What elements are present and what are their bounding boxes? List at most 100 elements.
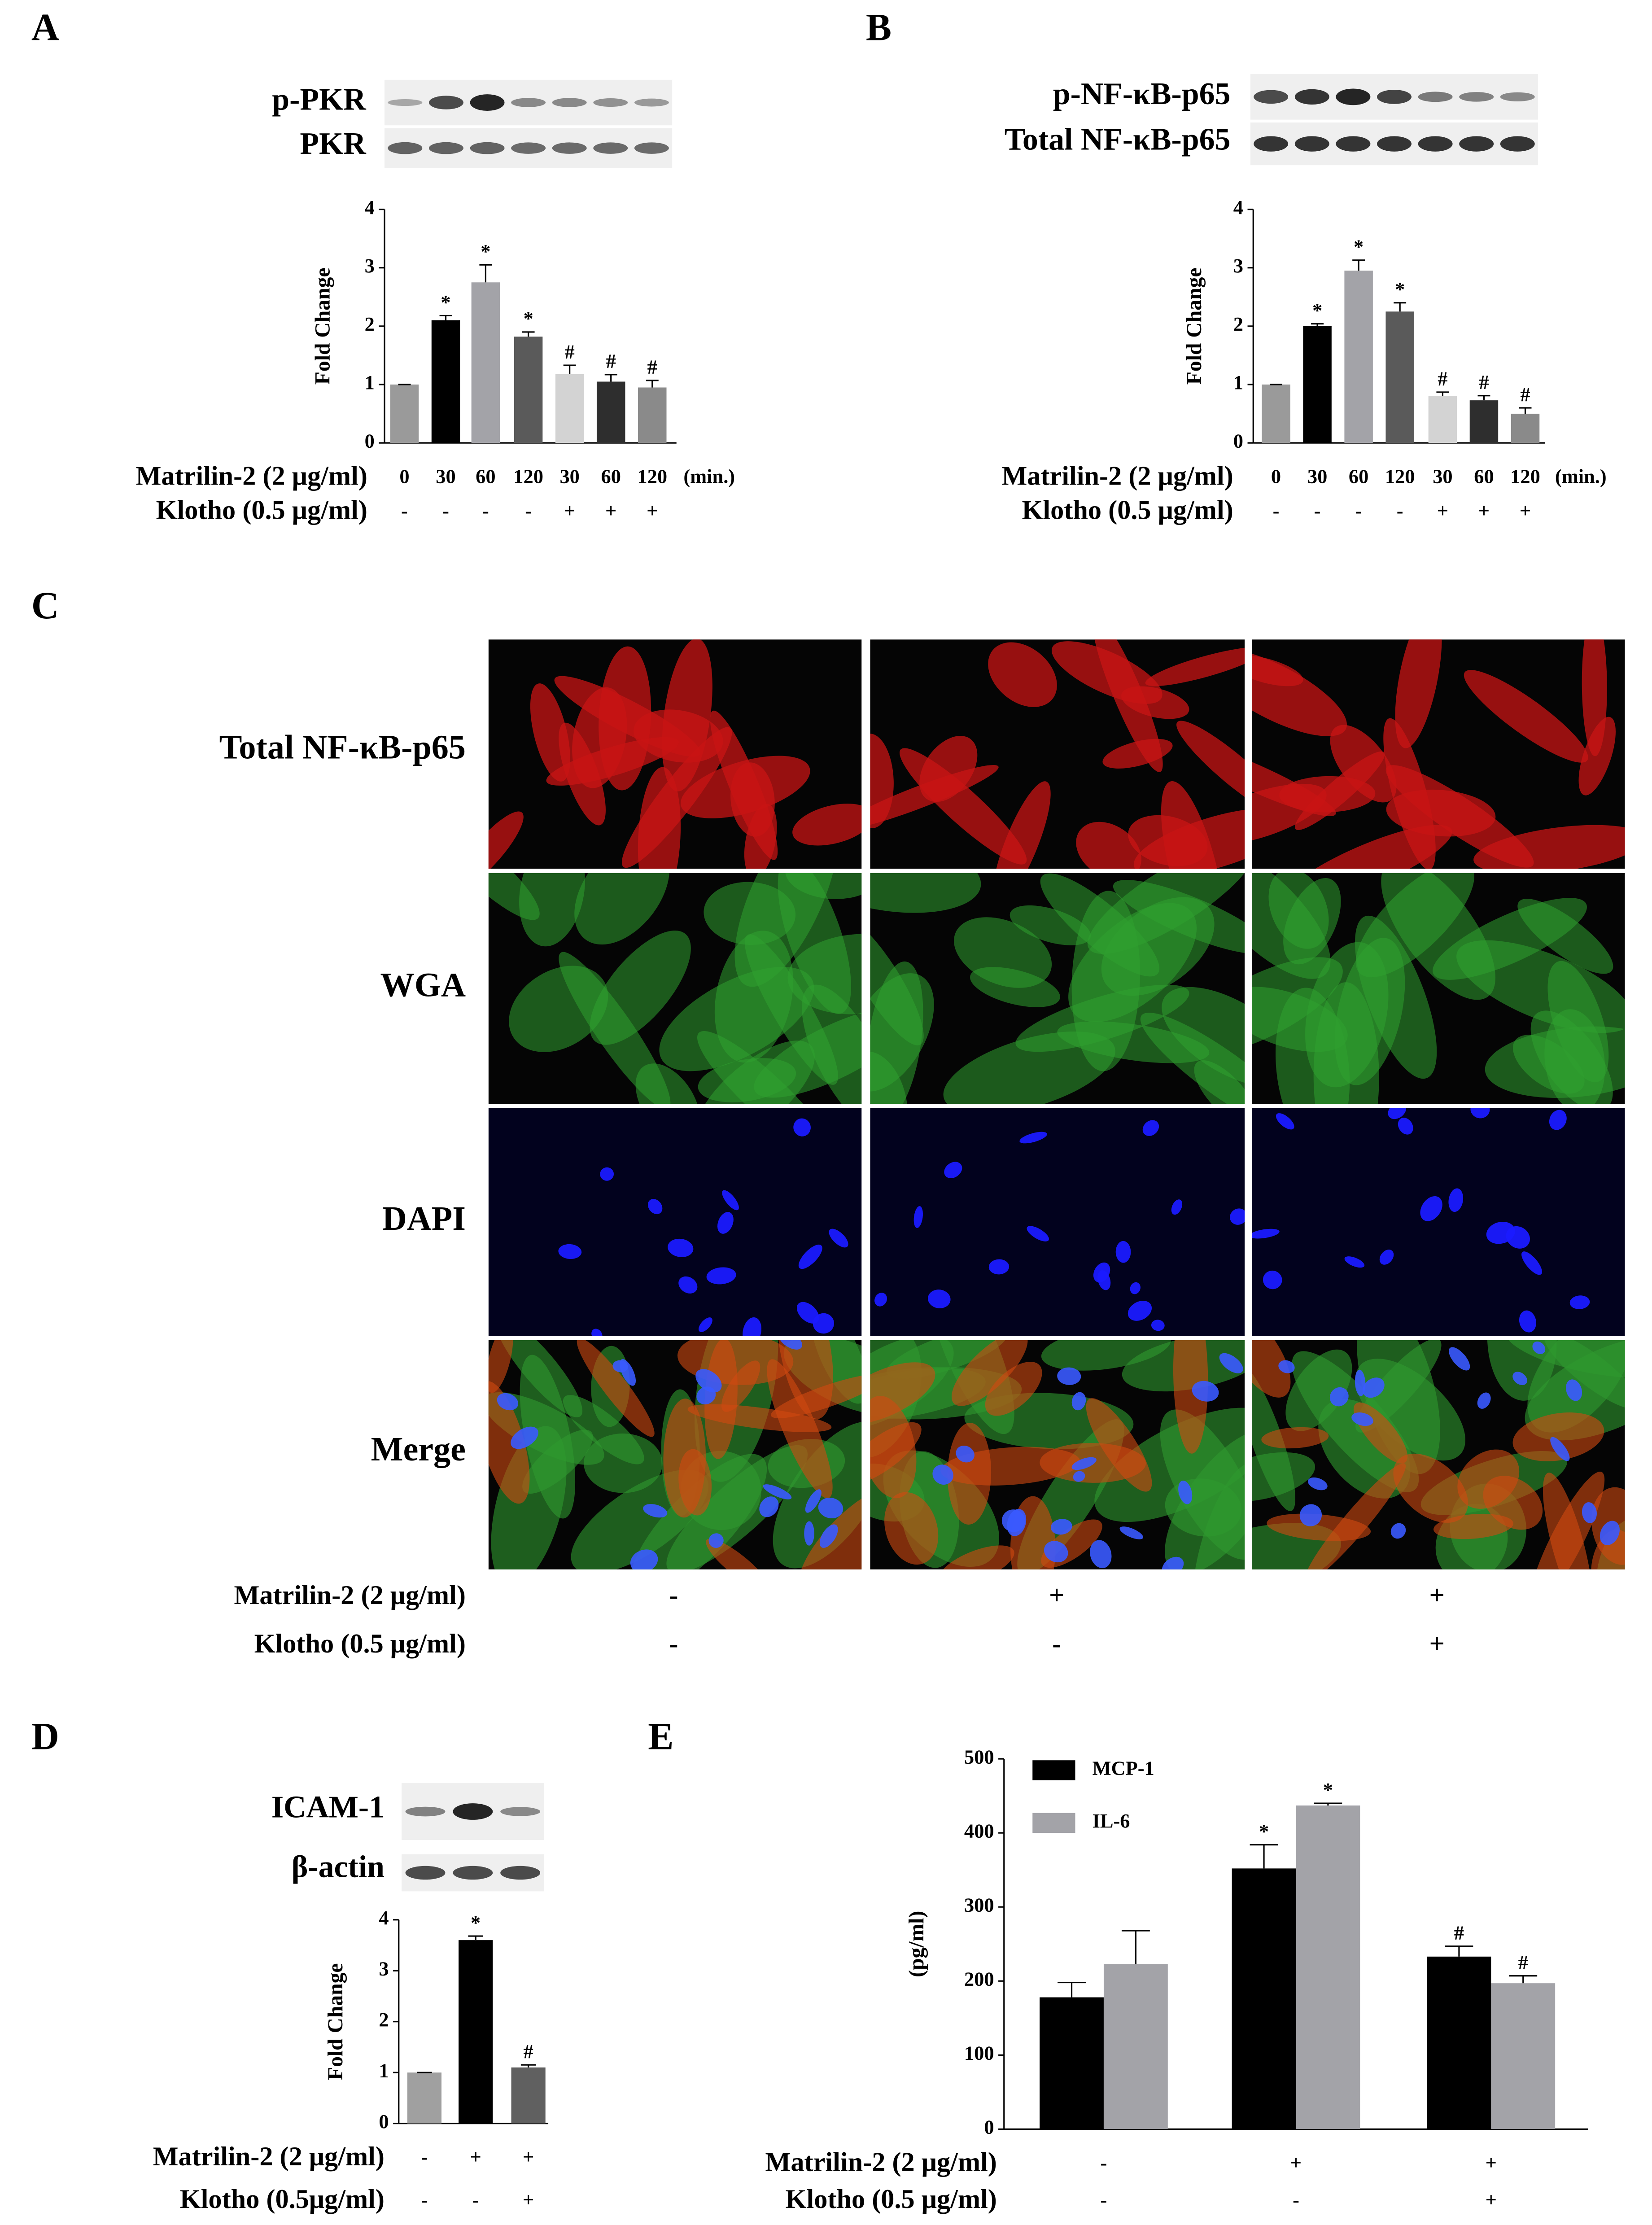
micrograph: [1252, 1108, 1625, 1336]
blot-band: [1254, 90, 1289, 104]
cell: [1390, 1523, 1406, 1539]
cell: [1383, 718, 1436, 869]
blot-band: [1459, 92, 1494, 102]
cell: [706, 1539, 770, 1569]
x-tick-label: 0: [1271, 465, 1281, 488]
cell: [985, 1362, 1042, 1416]
image-row-label: Merge: [371, 1430, 466, 1468]
y-tick-label: 0: [379, 2110, 389, 2133]
cell: [574, 873, 670, 945]
cell: [1420, 1196, 1442, 1221]
cell: [522, 1429, 593, 1494]
treatment-sign: +: [523, 2146, 534, 2168]
cell: [1019, 1132, 1047, 1144]
bar: [471, 282, 500, 443]
cell: [695, 1040, 815, 1104]
blot-band: [388, 142, 423, 154]
cell: [1582, 1502, 1597, 1523]
cell: [1192, 1381, 1219, 1402]
cell: [763, 1484, 792, 1499]
treatment-label: Klotho (0.5μg/ml): [180, 2184, 385, 2214]
y-tick-label: 3: [365, 254, 375, 277]
cell: [1230, 1208, 1245, 1225]
cell: [1057, 1367, 1081, 1385]
micrograph: [1252, 639, 1625, 869]
cell: [1115, 1241, 1131, 1263]
cell: [928, 1290, 951, 1308]
cell: [1076, 822, 1141, 869]
cell: [717, 1212, 734, 1234]
cell: [1073, 1471, 1085, 1482]
cell: [1582, 639, 1607, 756]
bar: [1103, 1964, 1168, 2129]
cell: [870, 1362, 935, 1425]
blot-band: [500, 1866, 541, 1880]
cell: [778, 873, 851, 1014]
cell: [488, 1340, 513, 1393]
cell: [805, 1489, 822, 1513]
bar: [390, 385, 419, 443]
significance-marker: #: [1479, 371, 1489, 393]
cell: [1344, 1256, 1365, 1268]
cell: [874, 1293, 887, 1307]
cell: [621, 727, 732, 868]
cell: [1449, 1347, 1470, 1371]
cell: [1165, 1429, 1245, 1569]
treatment-sign: +: [1437, 499, 1448, 522]
significance-marker: *: [1323, 1779, 1333, 1801]
cell: [1050, 1519, 1072, 1535]
treatment-sign: +: [1429, 1629, 1445, 1659]
cell: [744, 804, 777, 869]
blot-band: [1294, 89, 1329, 105]
cell: [1128, 1301, 1152, 1321]
cell: [1512, 1412, 1604, 1461]
cell: [798, 1244, 822, 1269]
cell: [956, 1445, 975, 1463]
cell: [488, 811, 524, 869]
significance-marker: #: [1520, 383, 1530, 406]
y-tick-label: 500: [964, 1745, 994, 1768]
cell: [1486, 1221, 1515, 1244]
cell: [577, 1340, 655, 1437]
blot-band: [453, 1866, 493, 1880]
treatment-sign: -: [1052, 1629, 1061, 1659]
image-row-label: WGA: [380, 966, 466, 1004]
treatment-label: Klotho (0.5 μg/ml): [786, 2184, 997, 2214]
cell: [743, 1317, 762, 1336]
cell: [698, 1317, 712, 1332]
cell: [1398, 1118, 1413, 1135]
y-tick-label: 200: [964, 1967, 994, 1990]
cell: [899, 748, 1027, 865]
cell: [1519, 1310, 1536, 1333]
cell: [1550, 1437, 1570, 1461]
treatment-label: Matrilin-2 (2 μg/ml): [1001, 461, 1233, 491]
cell: [785, 873, 862, 899]
treatment-sign: +: [470, 2146, 481, 2168]
cell: [1448, 1188, 1464, 1212]
blot-band: [1459, 136, 1494, 152]
significance-marker: *: [523, 307, 533, 330]
cell: [1477, 1392, 1491, 1409]
treatment-label: Klotho (0.5 μg/ml): [1022, 495, 1233, 525]
y-tick-label: 1: [379, 2059, 389, 2081]
micrograph: [1252, 873, 1625, 1104]
cell: [792, 804, 862, 846]
blot-band: [1294, 136, 1329, 152]
cell: [1464, 670, 1588, 763]
treatment-sign: -: [472, 2188, 479, 2211]
cell: [1071, 1457, 1097, 1470]
legend-swatch: [1032, 1813, 1075, 1833]
cell: [1276, 1113, 1294, 1130]
cell: [804, 1521, 814, 1546]
cell: [1355, 873, 1474, 978]
blot-band: [511, 98, 546, 107]
blot-band: [1377, 89, 1412, 104]
y-tick-label: 3: [1233, 254, 1243, 277]
cell: [913, 1206, 923, 1228]
cell: [1142, 1120, 1159, 1136]
cell: [1355, 1369, 1366, 1396]
treatment-sign: +: [647, 499, 658, 522]
blot-band: [552, 142, 587, 154]
significance-marker: *: [1395, 278, 1405, 301]
blot-band: [511, 142, 546, 154]
